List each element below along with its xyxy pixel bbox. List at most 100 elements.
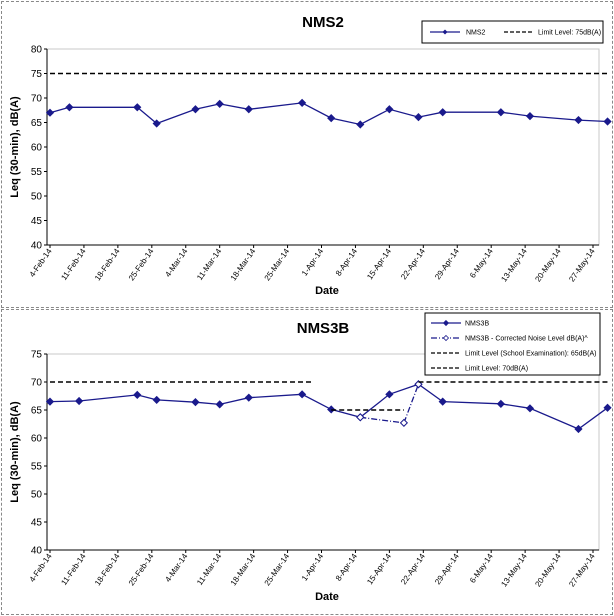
y-tick-label: 55: [31, 462, 43, 473]
data-point: [45, 397, 55, 406]
legend-label: NMS2: [466, 30, 486, 37]
legend-label: Limit Level: 70dB(A): [465, 366, 528, 373]
y-tick-label: 50: [31, 490, 43, 501]
y-tick-label: 55: [31, 167, 43, 178]
x-tick-label: 27-May-14: [567, 247, 597, 284]
y-tick-label: 45: [31, 216, 43, 227]
y-tick-label: 80: [31, 45, 43, 56]
data-point: [191, 398, 200, 407]
y-tick-label: 45: [31, 518, 43, 529]
y-tick-label: 75: [31, 69, 43, 80]
data-point: [574, 115, 583, 125]
data-point: [399, 418, 409, 427]
y-tick-label: 75: [31, 350, 43, 361]
chart-title: NMS3B: [297, 320, 350, 337]
legend-label: Limit Level (School Examination): 65dB(A…: [465, 351, 597, 358]
data-point: [496, 108, 505, 117]
y-tick-label: 50: [31, 192, 43, 203]
legend-label: NMS3B: [465, 321, 489, 328]
x-tick-label: 29-Apr-14: [433, 247, 461, 282]
data-point: [496, 399, 505, 408]
data-point: [297, 390, 307, 399]
data-point: [215, 400, 224, 409]
x-tick-label: 22-Apr-14: [399, 247, 427, 282]
chart-title: NMS2: [302, 14, 344, 31]
x-tick-label: 11-Mar-14: [195, 247, 224, 282]
data-point: [244, 105, 253, 114]
series-line-1: [49, 383, 608, 430]
data-point: [74, 396, 84, 406]
x-tick-label: 18-Feb-14: [93, 247, 122, 283]
series-line-2: [360, 383, 420, 424]
x-tick-label: 6-May-14: [468, 552, 495, 585]
y-axis-label: Leq (30-min), dB(A): [9, 96, 21, 198]
data-point: [45, 108, 55, 117]
legend-label: NMS3B - Corrected Noise Level dB(A)^: [465, 336, 588, 343]
data-point: [191, 105, 200, 114]
data-point: [65, 103, 74, 112]
data-point: [385, 390, 394, 399]
data-point: [525, 404, 535, 413]
x-tick-label: 15-Apr-14: [365, 247, 393, 282]
x-tick-label: 22-Apr-14: [399, 552, 427, 587]
y-tick-label: 65: [31, 406, 43, 417]
plot-area: [46, 48, 600, 246]
x-tick-label: 25-Feb-14: [127, 552, 156, 588]
x-tick-label: 13-May-14: [499, 552, 529, 589]
data-point: [327, 113, 336, 123]
x-tick-label: 29-Apr-14: [433, 552, 461, 587]
y-tick-label: 40: [31, 241, 43, 252]
x-tick-label: 1-Apr-14: [300, 247, 326, 278]
y-tick-label: 70: [31, 378, 43, 389]
data-point: [414, 113, 423, 122]
series-line-1: [49, 102, 608, 126]
x-tick-label: 11-Feb-14: [59, 552, 88, 587]
x-tick-label: 25-Mar-14: [263, 552, 292, 588]
data-point: [438, 108, 447, 117]
x-tick-label: 20-May-14: [533, 552, 563, 589]
x-tick-label: 8-Apr-14: [334, 552, 360, 583]
data-point: [356, 120, 365, 129]
legend-swatch-marker: [442, 334, 450, 342]
x-tick-label: 6-May-14: [468, 247, 495, 280]
x-tick-label: 13-May-14: [499, 247, 529, 284]
x-axis-label: Date: [315, 591, 339, 603]
x-tick-label: 18-Mar-14: [229, 552, 258, 588]
x-tick-label: 11-Mar-14: [195, 552, 224, 587]
data-point: [244, 393, 253, 402]
x-tick-label: 11-Feb-14: [59, 247, 88, 282]
x-tick-label: 25-Feb-14: [127, 247, 156, 283]
x-tick-label: 18-Mar-14: [229, 247, 258, 283]
x-tick-label: 25-Mar-14: [263, 247, 292, 283]
x-tick-label: 1-Apr-14: [300, 552, 326, 583]
x-tick-label: 15-Apr-14: [365, 552, 393, 587]
data-point: [152, 395, 161, 405]
data-point: [215, 99, 224, 108]
data-point: [133, 390, 142, 399]
chart-panel-nms2: NMS2 40 45 50 55 60 65 70 75 80 4-Feb-14 11-Feb-14 1…: [1, 1, 613, 308]
x-tick-label: 8-Apr-14: [334, 247, 360, 278]
chart-panel-nms3b: NMS3B 40 45 50 55 60 65 70 75 4-Feb-14 11-Feb-14 18…: [1, 309, 613, 615]
plot-area: [46, 353, 600, 551]
x-axis-label: Date: [315, 285, 339, 297]
data-point: [574, 424, 583, 434]
x-tick-label: 4-Mar-14: [163, 552, 189, 584]
y-tick-label: 60: [31, 434, 43, 445]
data-point: [385, 105, 394, 114]
data-point: [603, 403, 612, 412]
x-tick-label: 27-May-14: [567, 552, 597, 589]
y-tick-label: 70: [31, 94, 43, 105]
y-tick-label: 40: [31, 546, 43, 557]
y-tick-label: 65: [31, 118, 43, 129]
data-point: [438, 397, 447, 406]
y-axis-label: Leq (30-min), dB(A): [9, 401, 21, 503]
data-point: [133, 103, 142, 112]
legend-swatch-marker: [442, 319, 450, 327]
legend-label: Limit Level: 75dB(A): [538, 30, 601, 37]
data-point: [297, 98, 307, 108]
data-point: [603, 117, 612, 126]
x-tick-label: 20-May-14: [533, 247, 563, 284]
data-point: [525, 112, 535, 121]
